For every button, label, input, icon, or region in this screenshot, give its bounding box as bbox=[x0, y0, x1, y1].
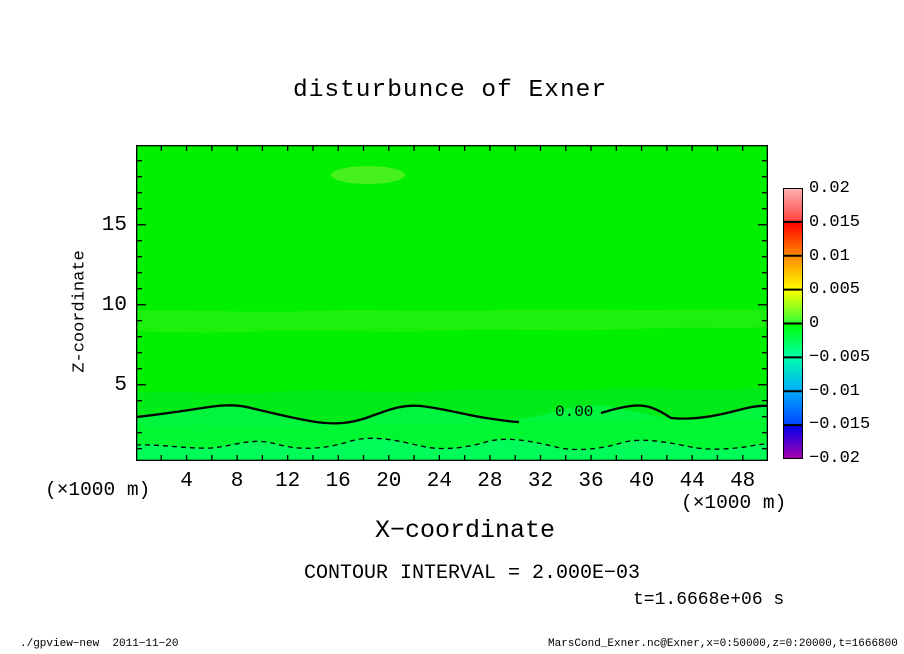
svg-text:0.00: 0.00 bbox=[555, 403, 593, 421]
